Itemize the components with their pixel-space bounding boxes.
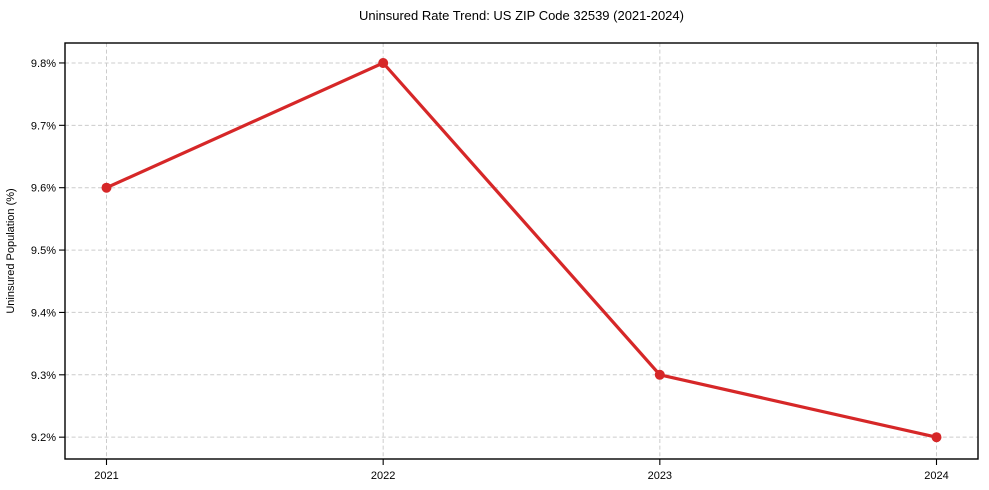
plot-frame [64, 42, 979, 460]
y-tick-label: 9.2% [31, 432, 56, 444]
chart-title: Uninsured Rate Trend: US ZIP Code 32539 … [359, 8, 684, 23]
x-tick-label: 2021 [94, 470, 118, 482]
x-tick-label: 2022 [371, 470, 395, 482]
data-point-marker [101, 182, 112, 193]
y-tick-label: 9.7% [31, 120, 56, 132]
data-point-marker [654, 369, 665, 380]
y-axis-label: Uninsured Population (%) [5, 188, 17, 313]
y-tick-label: 9.3% [31, 370, 56, 382]
trend-line [104, 61, 939, 439]
y-tick-label: 9.5% [31, 245, 56, 257]
data-point-marker [378, 58, 389, 68]
data-point-marker [931, 432, 942, 443]
x-tick-label: 2023 [648, 470, 672, 482]
y-tick-label: 9.6% [31, 183, 56, 195]
y-tick-label: 9.8% [31, 58, 56, 70]
y-tick-label: 9.4% [31, 307, 56, 319]
x-tick-label: 2024 [924, 470, 948, 482]
